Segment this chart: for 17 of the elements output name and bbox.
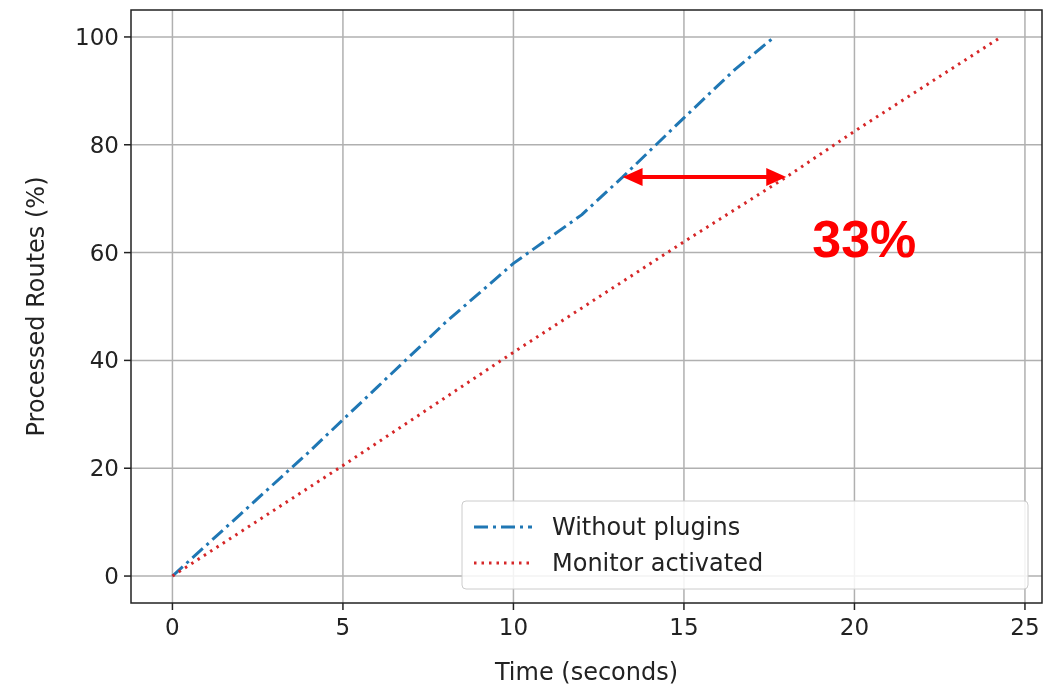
x-tick-label: 10 [498,614,529,640]
annotation: 33% [812,210,917,269]
x-tick-label: 25 [1010,614,1040,640]
legend-label: Monitor activated [552,549,764,578]
y-tick-label: 100 [75,24,119,50]
x-tick-label: 5 [335,614,351,640]
legend-label: Without plugins [552,513,741,542]
x-tick-label: 15 [669,614,699,640]
x-tick-label: 20 [839,614,870,640]
y-tick-label: 60 [89,239,119,266]
y-tick-label: 40 [89,347,119,374]
y-tick-label: 80 [89,131,119,158]
x-tick-label: 0 [165,614,180,640]
y-tick-label: 20 [89,455,119,482]
y-tick-label: 0 [104,563,119,590]
y-axis-title: Processed Routes (%) [22,176,50,437]
x-axis-title: Time (seconds) [493,658,679,686]
